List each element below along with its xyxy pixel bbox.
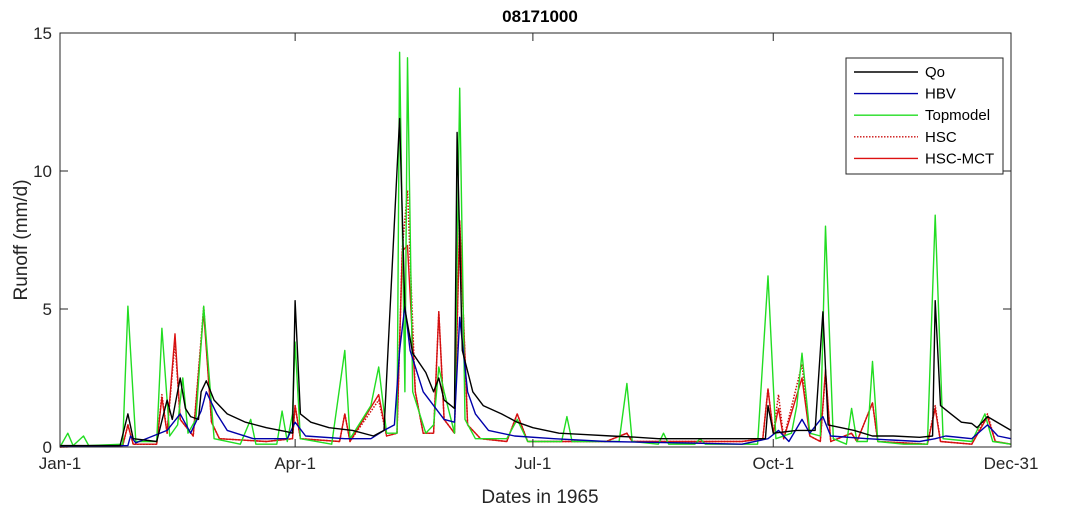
y-tick-label: 10 bbox=[33, 162, 52, 181]
plot-frame bbox=[59, 32, 1012, 448]
x-tick-label: Oct-1 bbox=[752, 454, 794, 473]
x-axis-ticks: Jan-1 Apr-1 Jul-1 Oct-1 Dec-31 bbox=[39, 33, 1039, 473]
y-axis-label: Runoff (mm/d) bbox=[11, 179, 32, 300]
y-tick-label: 0 bbox=[43, 438, 52, 457]
y-tick-label: 5 bbox=[43, 300, 52, 319]
series-layer bbox=[59, 51, 1012, 448]
x-axis-label: Dates in 1965 bbox=[481, 487, 598, 508]
series-line-hbv bbox=[59, 305, 1012, 448]
y-axis-ticks: 0 5 10 15 bbox=[33, 24, 1011, 457]
x-tick-label: Dec-31 bbox=[984, 454, 1039, 473]
legend-label-hsc: HSC bbox=[925, 129, 957, 146]
y-tick-label: 15 bbox=[33, 24, 52, 43]
series-line-qo bbox=[60, 117, 1012, 447]
legend: Qo HBV Topmodel HSC HSC-MCT bbox=[845, 57, 1004, 175]
legend-label-qo: Qo bbox=[925, 64, 945, 81]
chart-title: 08171000 bbox=[502, 7, 578, 26]
legend-label-topmodel: Topmodel bbox=[925, 107, 990, 124]
x-tick-label: Jul-1 bbox=[514, 454, 551, 473]
legend-box bbox=[845, 57, 1004, 175]
series-line-topmodel bbox=[59, 51, 1012, 448]
x-tick-label: Jan-1 bbox=[39, 454, 82, 473]
series-line-hsc bbox=[59, 189, 1012, 448]
legend-label-hsc-mct: HSC-MCT bbox=[925, 150, 994, 167]
legend-label-hbv: HBV bbox=[925, 86, 956, 103]
x-tick-label: Apr-1 bbox=[274, 454, 316, 473]
